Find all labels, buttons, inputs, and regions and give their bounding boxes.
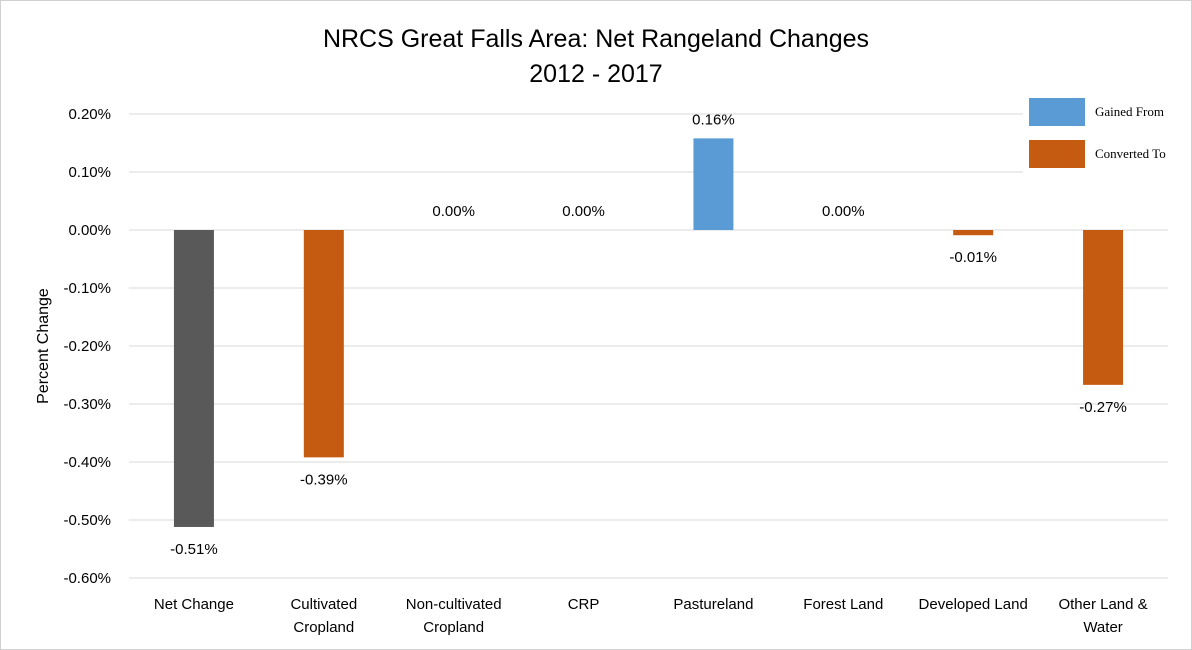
- legend-label: Gained From: [1095, 104, 1164, 119]
- legend-label: Converted To: [1095, 146, 1166, 161]
- y-tick-label: -0.10%: [63, 280, 111, 297]
- y-tick-label: 0.20%: [68, 106, 111, 123]
- y-tick-label: -0.20%: [63, 338, 111, 355]
- chart-title-line: NRCS Great Falls Area: Net Rangeland Cha…: [323, 25, 869, 53]
- x-category-label: Water: [1083, 619, 1122, 636]
- x-category-label: Non-cultivated: [406, 596, 502, 613]
- bars: [173, 138, 1124, 527]
- bar: [303, 230, 344, 458]
- bar: [953, 230, 994, 236]
- x-category-label: Cropland: [423, 619, 484, 636]
- x-category-label: CRP: [568, 596, 600, 613]
- legend-swatch: [1029, 98, 1085, 126]
- data-label: -0.27%: [1079, 399, 1127, 416]
- y-axis-ticks: 0.20% 0.10% 0.00% -0.10% -0.20% -0.30% -0.40% -…: [63, 106, 111, 587]
- data-label: -0.39%: [300, 471, 348, 488]
- x-category-label: Cropland: [293, 619, 354, 636]
- y-tick-label: 0.00%: [68, 222, 111, 239]
- data-label: 0.00%: [562, 203, 605, 220]
- y-tick-label: 0.10%: [68, 164, 111, 181]
- y-tick-label: -0.60%: [63, 570, 111, 587]
- data-label: -0.51%: [170, 541, 218, 558]
- data-label: 0.00%: [432, 203, 475, 220]
- bar: [1083, 230, 1124, 385]
- x-axis-categories: Net Change Cultivated Cropland Non-cultivat…: [154, 596, 1148, 636]
- x-category-label: Developed Land: [919, 596, 1028, 613]
- x-category-label: Pastureland: [673, 596, 753, 613]
- legend: Gained From Converted To: [1023, 91, 1189, 177]
- data-label: 0.00%: [822, 203, 865, 220]
- chart-title-line: 2012 - 2017: [529, 60, 662, 88]
- y-tick-label: -0.40%: [63, 454, 111, 471]
- data-labels: -0.51% -0.39% 0.00% 0.00% 0.16% 0.00% -0.01% -0…: [170, 111, 1127, 558]
- y-tick-label: -0.50%: [63, 512, 111, 529]
- data-label: 0.16%: [692, 111, 735, 128]
- legend-swatch: [1029, 140, 1085, 168]
- x-category-label: Net Change: [154, 596, 234, 613]
- gridlines: [129, 113, 1168, 579]
- x-category-label: Cultivated: [290, 596, 357, 613]
- x-category-label: Forest Land: [803, 596, 883, 613]
- y-tick-label: -0.30%: [63, 396, 111, 413]
- x-category-label: Other Land &: [1058, 596, 1147, 613]
- chart-title: NRCS Great Falls Area: Net Rangeland Cha…: [323, 25, 869, 88]
- bar: [173, 230, 214, 527]
- y-axis-title: Percent Change: [35, 288, 52, 404]
- bar: [693, 138, 734, 230]
- data-label: -0.01%: [949, 249, 997, 266]
